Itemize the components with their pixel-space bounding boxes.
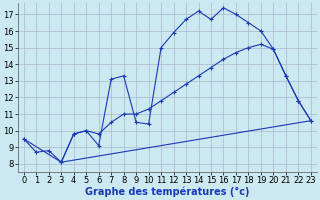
X-axis label: Graphe des températures (°c): Graphe des températures (°c) — [85, 187, 250, 197]
